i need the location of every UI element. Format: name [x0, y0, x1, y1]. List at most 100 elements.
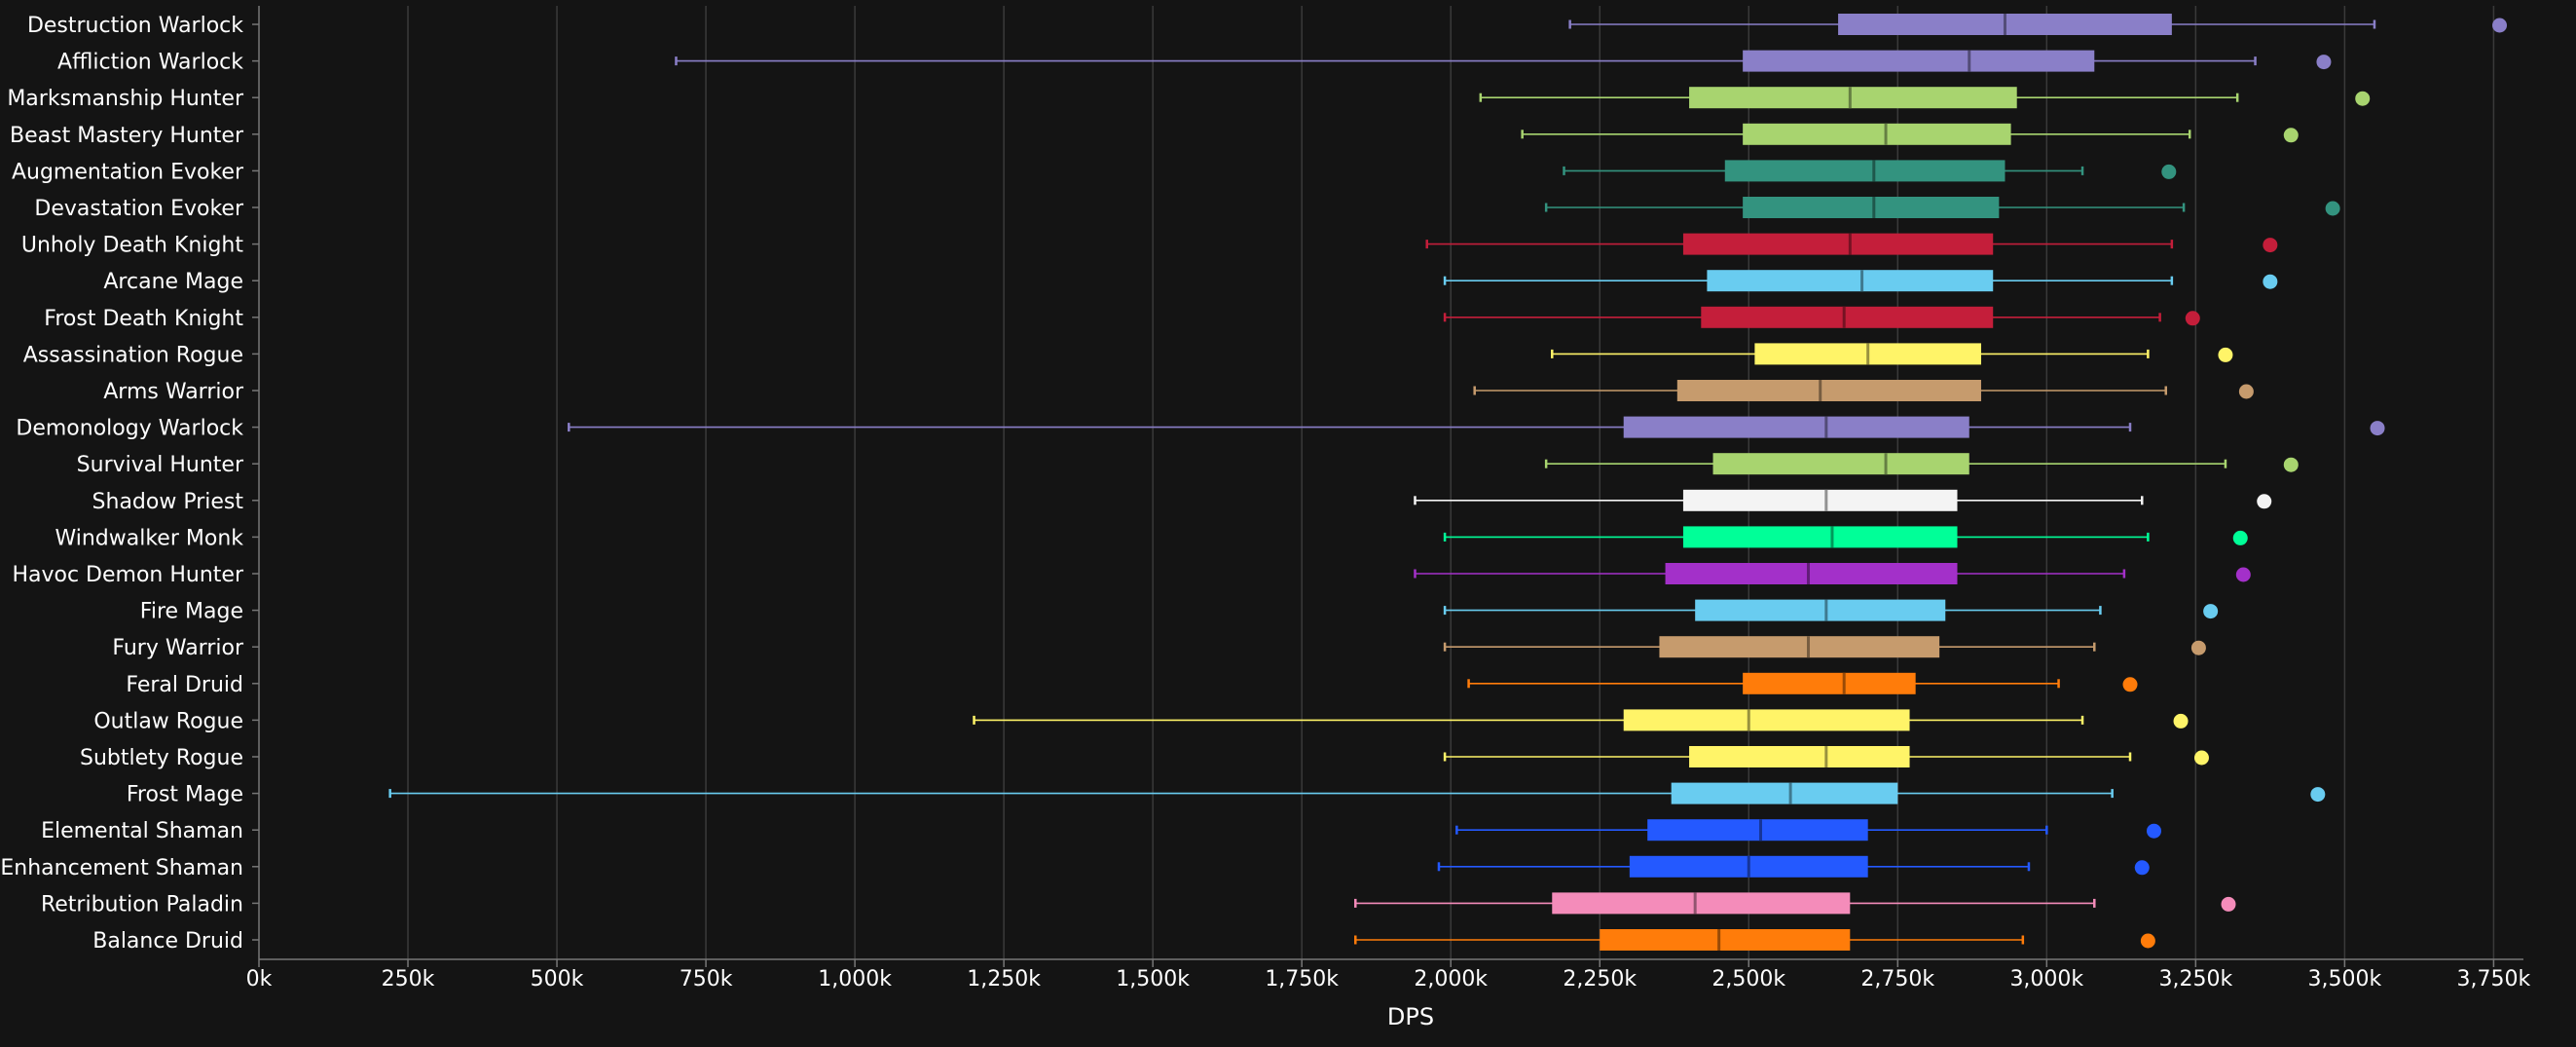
- box-group: [1414, 489, 2272, 511]
- outlier-point: [2235, 567, 2251, 582]
- x-tick-label: 2,750k: [1860, 967, 1934, 991]
- outlier-point: [2263, 238, 2278, 253]
- outlier-point: [2263, 274, 2278, 289]
- category-label: Demonology Warlock: [16, 417, 243, 441]
- iqr-box: [1689, 746, 1910, 767]
- outlier-point: [2146, 823, 2161, 839]
- outlier-point: [2492, 18, 2508, 33]
- box-group: [1521, 123, 2299, 145]
- category-labels: Destruction Warlock Affliction Warlock Mar…: [0, 14, 244, 954]
- category-label: Devastation Evoker: [34, 197, 244, 221]
- category-label: Marksmanship Hunter: [7, 87, 244, 111]
- iqr-box: [1695, 599, 1946, 621]
- category-label: Windwalker Monk: [55, 526, 243, 550]
- box-group: [675, 50, 2332, 72]
- box-group: [1568, 14, 2508, 35]
- outlier-point: [2316, 55, 2332, 70]
- box-group: [1443, 306, 2200, 328]
- category-label: Elemental Shaman: [41, 819, 243, 843]
- box-group: [1544, 453, 2299, 475]
- iqr-box: [1665, 563, 1958, 584]
- x-tick-label: 500k: [531, 967, 584, 991]
- box-group: [1354, 929, 2155, 951]
- x-tick-label: 0k: [246, 967, 273, 991]
- iqr-box: [1689, 87, 2017, 109]
- outlier-point: [2257, 494, 2272, 509]
- category-label: Fire Mage: [140, 600, 243, 624]
- box-group: [1443, 526, 2248, 548]
- iqr-box: [1623, 709, 1910, 731]
- gridlines: [407, 6, 2495, 959]
- category-label: Retribution Paladin: [41, 892, 243, 916]
- x-tick-label: 1,500k: [1116, 967, 1190, 991]
- box-group: [1443, 636, 2206, 658]
- x-tick-label: 1,250k: [967, 967, 1041, 991]
- category-label: Enhancement Shaman: [0, 856, 243, 880]
- x-axis: 0k 250k 500k 750k 1,000k 1,250k 1,500k 1,750k 2,…: [246, 6, 2531, 991]
- iqr-box: [1600, 929, 1851, 951]
- iqr-box: [1682, 489, 1958, 511]
- category-label: Shadow Priest: [92, 490, 244, 514]
- box-group: [1551, 343, 2233, 365]
- category-label: Unholy Death Knight: [21, 234, 243, 258]
- outlier-point: [2283, 128, 2299, 143]
- outlier-point: [2221, 896, 2236, 912]
- x-tick-label: 2,500k: [1711, 967, 1785, 991]
- box-group: [1443, 270, 2278, 292]
- box-group: [1437, 855, 2150, 878]
- x-tick-label: 3,500k: [2308, 967, 2382, 991]
- iqr-box: [1682, 233, 1994, 255]
- category-label: Destruction Warlock: [27, 14, 243, 38]
- iqr-box: [1712, 453, 1969, 475]
- box-group: [1425, 233, 2278, 255]
- x-tick-label: 1,000k: [818, 967, 892, 991]
- outlier-point: [2310, 787, 2326, 803]
- x-tick-label: 3,250k: [2158, 967, 2232, 991]
- outlier-point: [2370, 421, 2385, 436]
- outlier-point: [2193, 750, 2209, 766]
- outlier-point: [2283, 457, 2299, 472]
- box-group: [1479, 87, 2371, 109]
- iqr-box: [1623, 416, 1969, 438]
- category-label: Subtlety Rogue: [80, 746, 243, 770]
- x-tick-label: 2,250k: [1563, 967, 1637, 991]
- category-label: Frost Mage: [127, 783, 243, 807]
- iqr-box: [1682, 526, 1958, 548]
- category-label: Survival Hunter: [77, 453, 244, 477]
- iqr-box: [1743, 123, 2011, 145]
- category-label: Augmentation Evoker: [12, 160, 244, 184]
- outlier-point: [2218, 347, 2233, 362]
- outlier-point: [2122, 677, 2138, 692]
- box-group: [1443, 599, 2219, 621]
- iqr-box: [1724, 160, 2006, 182]
- outlier-point: [2238, 384, 2254, 399]
- category-label: Havoc Demon Hunter: [12, 563, 243, 587]
- x-tick-label: 750k: [680, 967, 733, 991]
- box-group: [388, 782, 2326, 804]
- box-group: [1544, 197, 2340, 218]
- x-tick-label: 2,000k: [1414, 967, 1488, 991]
- outlier-point: [2203, 604, 2219, 619]
- box-group: [1467, 672, 2138, 694]
- category-label: Beast Mastery Hunter: [10, 124, 244, 148]
- box-group: [1473, 380, 2254, 401]
- outlier-point: [2185, 311, 2200, 326]
- iqr-box: [1659, 636, 1940, 658]
- iqr-box: [1743, 50, 2095, 72]
- iqr-box: [1743, 197, 2000, 218]
- plot-area: [388, 14, 2508, 951]
- category-label: Outlaw Rogue: [93, 709, 243, 733]
- x-tick-label: 3,750k: [2457, 967, 2531, 991]
- category-label: Balance Druid: [92, 929, 243, 954]
- category-label: Affliction Warlock: [57, 51, 243, 75]
- category-label: Fury Warrior: [112, 636, 244, 660]
- outlier-point: [2355, 91, 2371, 106]
- box-group: [1414, 563, 2251, 584]
- outlier-point: [2161, 164, 2177, 179]
- iqr-box: [1552, 892, 1851, 915]
- box-group: [1443, 746, 2209, 767]
- outlier-point: [2140, 933, 2155, 949]
- iqr-box: [1743, 672, 1916, 694]
- category-label: Arms Warrior: [103, 380, 244, 404]
